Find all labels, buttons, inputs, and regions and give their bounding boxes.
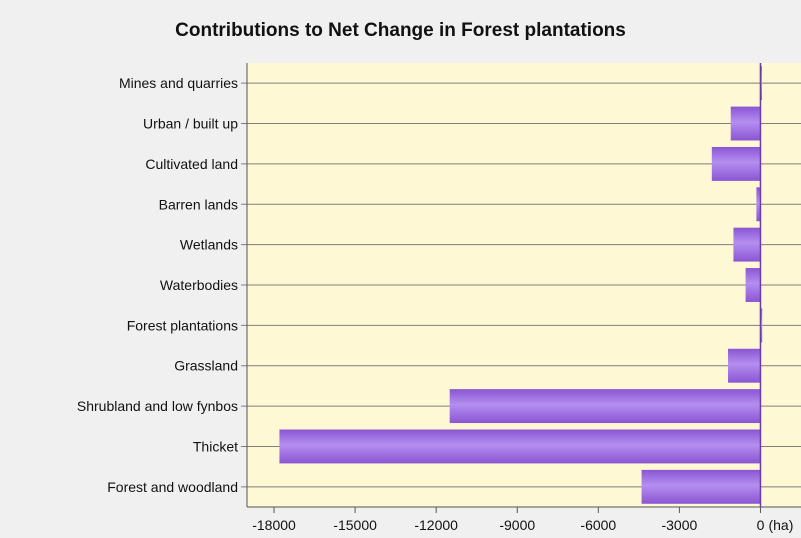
category-label: Grassland — [174, 358, 238, 374]
category-label: Urban / built up — [143, 116, 238, 132]
category-label: Mines and quarries — [119, 75, 238, 91]
x-tick-label: -12000 — [414, 517, 458, 533]
x-tick-label: 0 — [757, 517, 765, 533]
category-label: Waterbodies — [160, 277, 238, 293]
x-tick-label: -3000 — [661, 517, 697, 533]
bar — [756, 187, 761, 222]
category-label: Thicket — [193, 438, 238, 454]
x-tick-label: -6000 — [580, 517, 616, 533]
x-tick-label: -15000 — [333, 517, 377, 533]
chart-title: Contributions to Net Change in Forest pl… — [175, 20, 626, 41]
x-tick-label: -9000 — [499, 517, 535, 533]
category-label: Barren lands — [159, 196, 238, 212]
bar — [730, 106, 761, 141]
unit-label: (ha) — [768, 517, 793, 533]
bar — [728, 348, 761, 383]
category-label: Forest and woodland — [107, 479, 238, 495]
category-label: Cultivated land — [145, 156, 238, 172]
bar — [745, 268, 761, 302]
bar — [711, 146, 761, 181]
bar — [449, 389, 761, 424]
bar — [641, 469, 761, 504]
category-label: Wetlands — [180, 237, 238, 253]
x-tick-label: -18000 — [252, 517, 296, 533]
category-label: Shrubland and low fynbos — [77, 398, 238, 414]
category-label: Forest plantations — [127, 317, 238, 333]
bar — [733, 227, 761, 262]
bar — [279, 429, 761, 464]
